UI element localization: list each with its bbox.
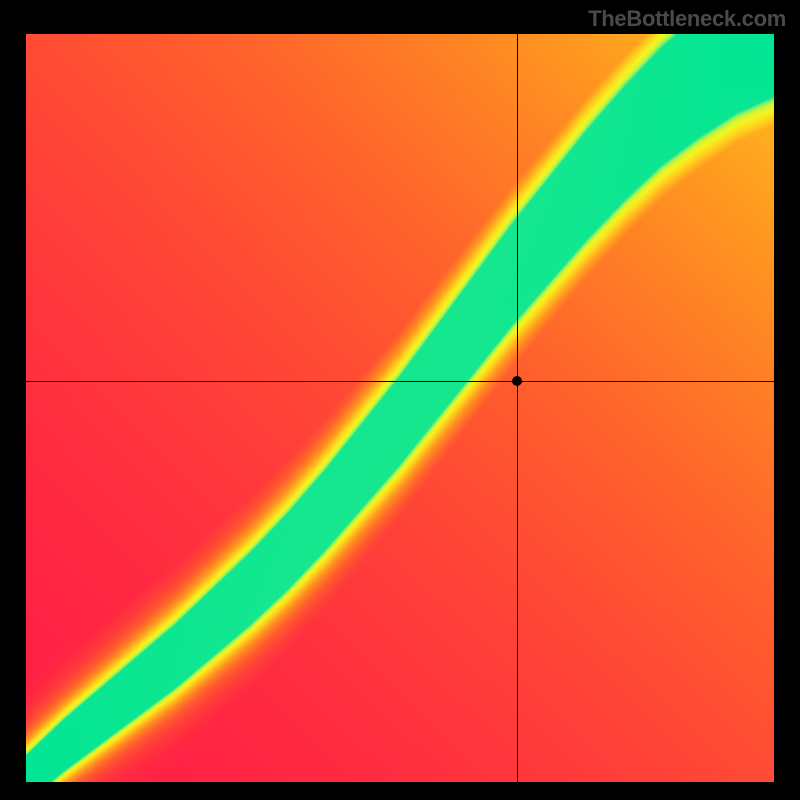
heatmap-plot xyxy=(24,32,776,784)
bottleneck-chart: TheBottleneck.com xyxy=(0,0,800,800)
heatmap-canvas xyxy=(26,34,774,782)
crosshair-vertical xyxy=(517,34,518,782)
watermark-text: TheBottleneck.com xyxy=(588,6,786,32)
crosshair-horizontal xyxy=(26,381,774,382)
crosshair-dot xyxy=(512,376,522,386)
